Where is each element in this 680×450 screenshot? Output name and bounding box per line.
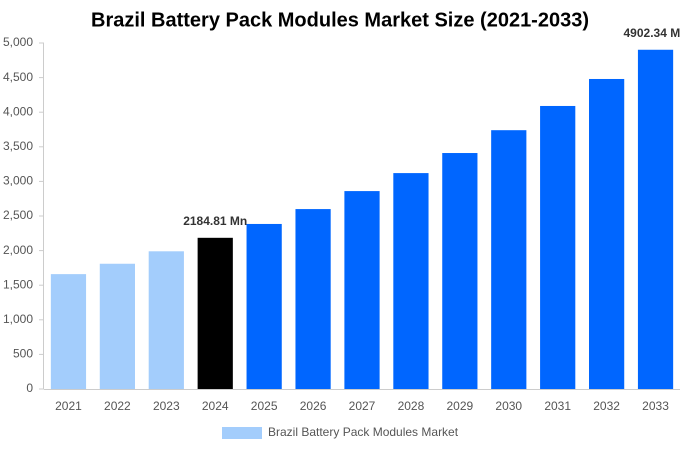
bar — [442, 153, 478, 389]
x-tick-label: 2031 — [544, 399, 571, 413]
bar — [589, 78, 625, 389]
bar — [491, 130, 527, 389]
y-tick-label: 1,500 — [3, 277, 33, 291]
x-tick-label: 2023 — [153, 399, 180, 413]
y-tick-label: 4,000 — [3, 104, 33, 118]
legend-swatch — [222, 427, 262, 439]
value-label: 2184.81 Mn — [183, 214, 247, 228]
x-tick-label: 2032 — [593, 399, 620, 413]
bar — [50, 274, 87, 389]
bar — [148, 251, 184, 389]
y-tick-label: 2,500 — [3, 208, 33, 222]
bar — [99, 263, 135, 389]
y-tick-label: 0 — [26, 381, 33, 395]
x-tick-label: 2022 — [104, 399, 131, 413]
x-tick-label: 2028 — [398, 399, 425, 413]
y-tick-label: 3,000 — [3, 174, 33, 188]
bar — [393, 173, 429, 389]
x-tick-label: 2026 — [300, 399, 327, 413]
y-tick-label: 4,500 — [3, 70, 33, 84]
x-tick-label: 2030 — [495, 399, 522, 413]
bar — [344, 191, 380, 389]
bar — [637, 49, 674, 390]
chart-title: Brazil Battery Pack Modules Market Size … — [91, 9, 589, 31]
x-tick-label: 2021 — [55, 399, 82, 413]
x-tick-label: 2024 — [202, 399, 229, 413]
y-tick-label: 1,000 — [3, 312, 33, 326]
x-tick-label: 2029 — [446, 399, 473, 413]
x-tick-label: 2025 — [251, 399, 278, 413]
bar — [295, 209, 331, 389]
bar — [246, 223, 282, 389]
bar — [540, 105, 576, 390]
bar — [197, 237, 233, 389]
y-tick-label: 500 — [13, 347, 33, 361]
y-tick-label: 5,000 — [3, 35, 33, 49]
y-tick-label: 2,000 — [3, 243, 33, 257]
value-label: 4902.34 Mn — [624, 26, 680, 40]
y-tick-label: 3,500 — [3, 139, 33, 153]
legend-label: Brazil Battery Pack Modules Market — [268, 425, 459, 439]
x-tick-label: 2033 — [642, 399, 669, 413]
x-tick-label: 2027 — [349, 399, 376, 413]
